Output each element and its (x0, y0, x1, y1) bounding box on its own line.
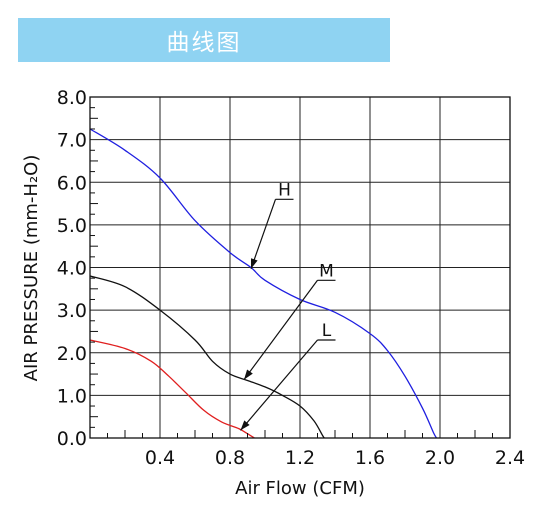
y-tick-label: 5.0 (57, 215, 87, 237)
annotation-leader-line (250, 199, 277, 269)
x-tick-label: 1.2 (285, 447, 315, 469)
chart-title: 曲线图 (166, 30, 242, 56)
x-tick-label: 0.8 (215, 447, 245, 469)
annotation-leader-line (243, 279, 318, 380)
y-tick-label: 0.0 (57, 428, 87, 450)
x-tick-label: 0.4 (145, 447, 175, 469)
y-tick-label: 8.0 (57, 87, 87, 109)
annotation-leader-line (240, 339, 318, 431)
grid (89, 96, 511, 439)
series-curve-m (89, 275, 326, 439)
annotation-arrowhead (240, 420, 250, 431)
series-curve-l (89, 339, 255, 439)
y-axis-label: AIR PRESSURE (mm-H₂O) (21, 155, 42, 382)
axes: 0.0 1.0 2.0 3.0 4.0 5.0 6.0 7.0 8.0 0.4 0.8 1.2 1.6 2… (57, 87, 525, 469)
curve-annotations: H M L (240, 180, 336, 431)
x-axis-label: Air Flow (CFM) (235, 478, 365, 499)
x-tick-label: 1.6 (355, 447, 385, 469)
x-tick-label: 2.4 (495, 447, 525, 469)
series-curve-h (89, 128, 438, 439)
annotation-arrowhead (244, 369, 253, 380)
y-tick-label: 4.0 (57, 258, 87, 280)
y-tick-label: 6.0 (57, 172, 87, 194)
y-tick-label: 2.0 (57, 343, 87, 365)
series-label-l: L (322, 321, 332, 341)
x-tick-label: 2.0 (425, 447, 455, 469)
y-tick-label: 7.0 (57, 130, 87, 152)
plot-frame (89, 96, 511, 439)
annotation-arrowhead (251, 258, 258, 269)
series-label-h: H (278, 180, 291, 200)
series-label-m: M (319, 261, 334, 281)
chart-title-banner: 曲线图 (18, 18, 390, 62)
y-tick-label: 3.0 (57, 300, 87, 322)
y-tick-label: 1.0 (57, 385, 87, 407)
series-curves (89, 128, 438, 439)
